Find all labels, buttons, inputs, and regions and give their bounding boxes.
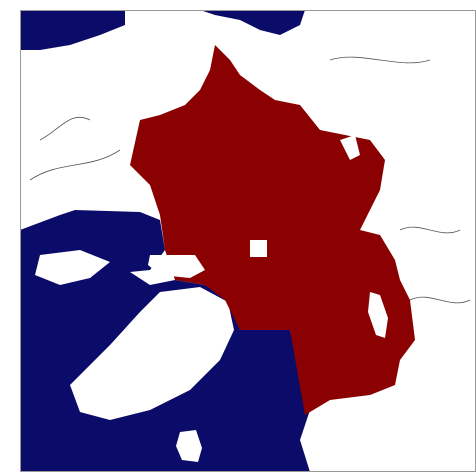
land bbox=[148, 255, 205, 278]
pole-hole bbox=[250, 240, 267, 257]
land bbox=[368, 292, 388, 338]
land bbox=[340, 135, 360, 160]
land bbox=[35, 250, 110, 285]
sea-ice bbox=[130, 45, 415, 415]
open-water bbox=[200, 10, 305, 35]
coastline bbox=[29, 56, 471, 304]
land bbox=[70, 287, 234, 420]
open-water bbox=[20, 10, 125, 50]
land bbox=[176, 430, 202, 462]
